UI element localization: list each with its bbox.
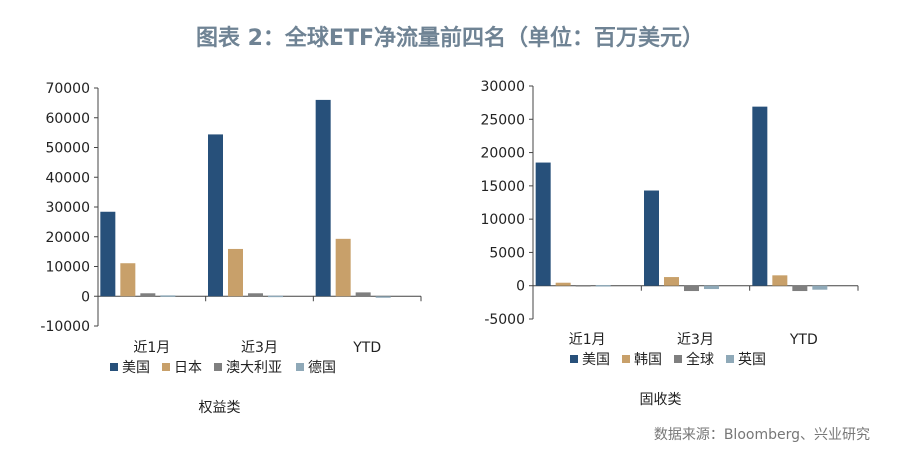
legend-label: 全球 — [686, 351, 714, 368]
bar — [704, 285, 719, 290]
x-tick-label: 近3月 — [241, 340, 278, 356]
bar — [335, 238, 351, 297]
legend-label: 澳大利亚 — [226, 360, 282, 376]
bar — [812, 285, 828, 290]
bar — [684, 285, 699, 292]
legend-label: 韩国 — [634, 352, 662, 368]
chart-subtitle: 固收类 — [640, 392, 682, 408]
bar — [772, 275, 788, 286]
bar — [120, 263, 136, 297]
bar — [644, 190, 659, 286]
y-tick-label: 25000 — [480, 112, 525, 128]
legend-label: 德国 — [308, 360, 336, 376]
bar — [535, 162, 551, 286]
x-tick-label: 近3月 — [677, 332, 714, 348]
x-tick-label: 近1月 — [569, 332, 606, 348]
bar — [664, 277, 679, 286]
y-tick-label: 10000 — [45, 260, 90, 276]
legend-swatch — [674, 355, 682, 363]
y-tick-label: 70000 — [45, 81, 90, 97]
bar — [752, 106, 768, 286]
y-tick-label: 5000 — [489, 245, 525, 261]
y-tick-label: 0 — [516, 279, 525, 295]
bar — [595, 285, 611, 287]
legend-label: 英国 — [738, 351, 766, 368]
bar — [248, 293, 263, 297]
x-tick-label: YTD — [789, 332, 818, 348]
y-tick-label: 20000 — [480, 146, 525, 162]
bar — [160, 295, 176, 297]
y-tick-label: 40000 — [45, 170, 90, 186]
y-tick-label: 30000 — [45, 200, 90, 216]
bar — [140, 293, 156, 297]
y-tick-label: 50000 — [45, 141, 90, 157]
source-note: 数据来源：Bloomberg、兴业研究 — [653, 427, 870, 443]
legend-label: 美国 — [582, 352, 610, 368]
bar — [208, 134, 223, 297]
bar — [375, 296, 391, 298]
legend-swatch — [162, 363, 170, 371]
legend-label: 美国 — [122, 360, 150, 376]
y-tick-label: 10000 — [480, 212, 525, 228]
bar — [792, 285, 808, 292]
bar — [355, 292, 371, 297]
y-tick-label: -10000 — [40, 319, 90, 335]
y-tick-label: 0 — [81, 289, 90, 305]
legend-swatch — [214, 363, 222, 371]
bar — [100, 211, 116, 297]
y-tick-label: 30000 — [480, 79, 525, 95]
legend-swatch — [622, 355, 630, 363]
y-tick-label: 20000 — [45, 230, 90, 246]
y-tick-label: 60000 — [45, 111, 90, 127]
figure-title: 图表 2：全球ETF净流量前四名（单位：百万美元） — [195, 26, 705, 51]
x-tick-label: YTD — [352, 340, 381, 356]
legend-swatch — [726, 355, 734, 363]
x-tick-label: 近1月 — [133, 340, 170, 356]
bar — [575, 285, 591, 287]
bar — [268, 295, 283, 298]
legend-swatch — [570, 355, 578, 363]
bar — [315, 99, 331, 297]
legend-swatch — [110, 363, 118, 371]
y-tick-label: -5000 — [484, 312, 525, 328]
legend-label: 日本 — [174, 360, 202, 376]
bar — [555, 282, 571, 286]
chart-subtitle: 权益类 — [199, 400, 241, 416]
y-tick-label: 15000 — [480, 179, 525, 195]
legend-swatch — [296, 363, 304, 371]
bar — [228, 248, 243, 297]
